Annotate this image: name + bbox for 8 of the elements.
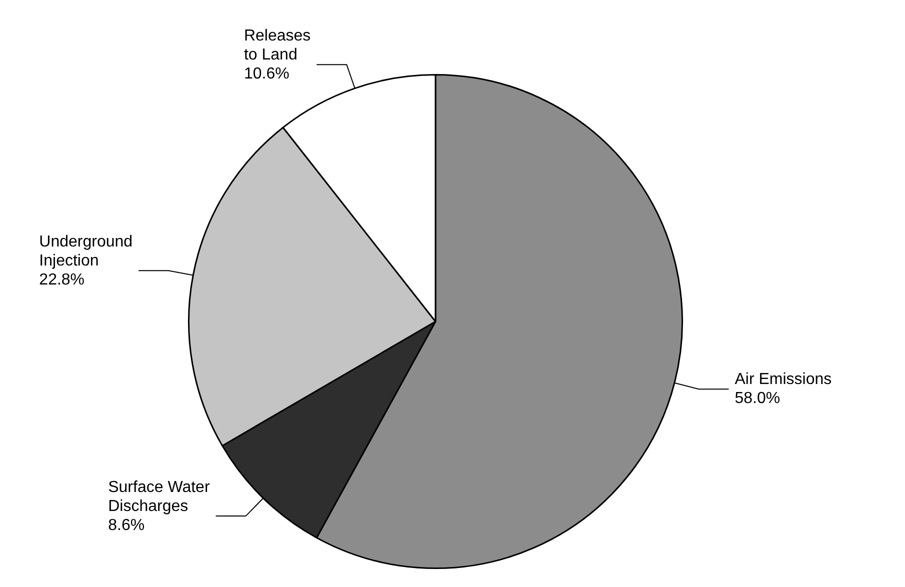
data-label: 8.6%: [108, 516, 145, 534]
data-label: 22.8%: [39, 271, 85, 288]
data-label: 10.6%: [244, 66, 290, 83]
slice-label: Releases to Land: [244, 28, 311, 64]
slice-label: Surface Water Discharges: [108, 478, 210, 515]
slice-label: Underground Injection: [39, 233, 133, 270]
slice-label: Air Emissions: [734, 370, 832, 388]
data-label: 58.0%: [734, 390, 780, 407]
